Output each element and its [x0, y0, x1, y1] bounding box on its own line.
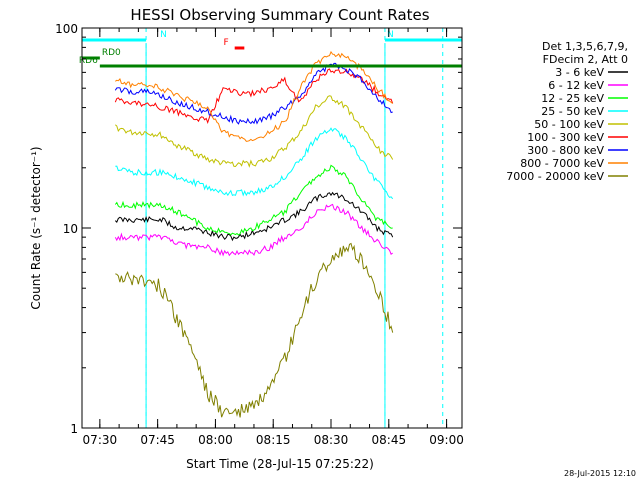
series-line: [114, 95, 394, 168]
x-tick-label: 07:30: [83, 433, 118, 447]
y-axis-label: Count Rate (s⁻¹ detector⁻¹): [29, 146, 43, 309]
y-tick-label: 100: [55, 22, 78, 36]
legend-label: 7000 - 20000 keV: [506, 170, 604, 183]
flag-label: N: [160, 30, 167, 40]
x-tick-label: 08:30: [314, 433, 349, 447]
series-line: [114, 68, 394, 125]
series-line: [114, 203, 394, 257]
x-axis-label: Start Time (28-Jul-15 07:25:22): [186, 457, 374, 471]
legend-label: 3 - 6 keV: [555, 66, 604, 79]
legend-label: 50 - 100 keV: [534, 118, 604, 131]
legend-header: FDecim 2, Att 0: [543, 53, 628, 66]
flag-label: N: [387, 30, 394, 40]
flag-label: RD0: [102, 48, 121, 58]
series-line: [115, 127, 394, 200]
legend-header: Det 1,3,5,6,7,9,: [542, 40, 628, 53]
flag-label: RD6: [79, 56, 98, 66]
series-line: [114, 191, 394, 242]
legend-label: 12 - 25 keV: [541, 92, 604, 105]
series-line: [114, 164, 393, 236]
series-line: [115, 50, 393, 142]
plot-timestamp: 28-Jul-2015 12:10: [564, 469, 636, 478]
flag-label: F: [224, 38, 229, 48]
y-tick-label: 10: [63, 222, 78, 236]
legend-label: 300 - 800 keV: [527, 144, 604, 157]
y-tick-label: 1: [70, 422, 78, 436]
x-tick-label: 08:45: [372, 433, 407, 447]
x-tick-label: 08:00: [198, 433, 233, 447]
series-line: [115, 242, 394, 418]
x-tick-label: 09:00: [429, 433, 464, 447]
legend-label: 800 - 7000 keV: [520, 157, 604, 170]
legend-label: 6 - 12 keV: [548, 79, 604, 92]
series-line: [114, 62, 393, 125]
legend-label: 100 - 300 keV: [527, 131, 604, 144]
legend-label: 25 - 50 keV: [541, 105, 604, 118]
x-tick-label: 07:45: [140, 433, 175, 447]
chart-title: HESSI Observing Summary Count Rates: [130, 6, 429, 24]
x-tick-label: 08:15: [256, 433, 291, 447]
